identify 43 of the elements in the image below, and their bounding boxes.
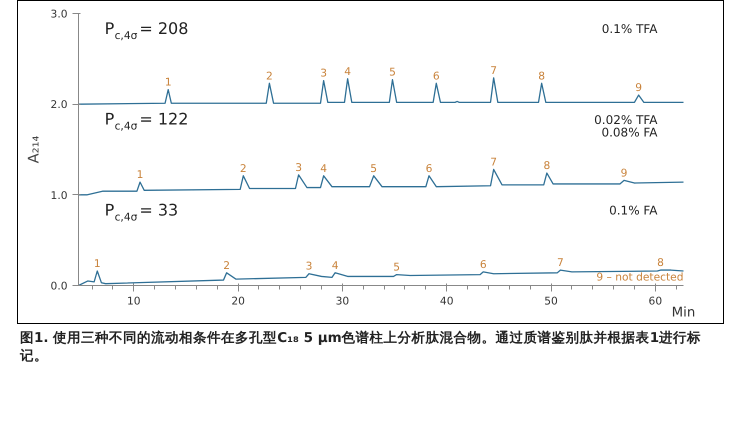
annotation: 8 — [538, 69, 546, 82]
x-tick-label: 50 — [544, 294, 558, 308]
annotation: 6 — [480, 258, 487, 271]
annotation: 1 — [94, 256, 101, 270]
annotation: 5 — [370, 162, 378, 175]
x-tick-label: 60 — [648, 294, 662, 308]
annotation: 3 — [295, 160, 302, 174]
annotation: 0.1% FA — [609, 204, 658, 218]
y-tick-label: 0.0 — [50, 280, 68, 292]
annotation: 9 — [635, 81, 642, 94]
y-tick-label: 3.0 — [50, 8, 68, 20]
annotation: 3 — [320, 66, 328, 80]
x-tick-label: 30 — [336, 294, 350, 308]
annotation: 8 — [543, 159, 550, 172]
annotation: 1 — [164, 76, 172, 89]
annotation: 5 — [393, 260, 400, 274]
annotation: 2 — [240, 162, 247, 175]
annotation: 7 — [490, 64, 498, 77]
annotation: 7 — [490, 155, 498, 168]
annotation: 3 — [306, 260, 312, 273]
caption: 图1. 使用三种不同的流动相条件在多孔型C₁₈ 5 µm色谱柱上分析肽混合物。通过质谱鉴别肽并根据表1进行标记。 — [20, 330, 702, 366]
annotation: 2 — [223, 258, 230, 272]
annotation: 0.02% TFA 0.08% FA — [594, 112, 658, 140]
annotation: 6 — [432, 69, 440, 82]
annotation: 5 — [389, 66, 396, 79]
annotation: 8 — [657, 256, 664, 270]
annotation: 2 — [266, 69, 273, 82]
annotation: 0.1% TFA — [602, 22, 658, 36]
annotation: 7 — [557, 256, 564, 270]
annotation: 9 — [620, 166, 628, 180]
y-tick-label: 2.0 — [50, 98, 68, 112]
y-tick-label: 1.0 — [50, 188, 68, 202]
x-tick-label: 40 — [440, 294, 454, 308]
x-axis-title: Min — [672, 306, 696, 320]
x-tick-label: 10 — [127, 294, 141, 308]
annotation: 6 — [426, 162, 433, 175]
y-axis-title: A₂₁₄ — [26, 136, 43, 164]
annotation: 1 — [136, 168, 144, 182]
annotation: 4 — [344, 64, 352, 78]
annotation: 9 – not detected — [596, 270, 684, 284]
annotation: 4 — [332, 258, 339, 272]
x-tick-label: 20 — [231, 294, 246, 308]
annotation: 4 — [320, 162, 328, 175]
